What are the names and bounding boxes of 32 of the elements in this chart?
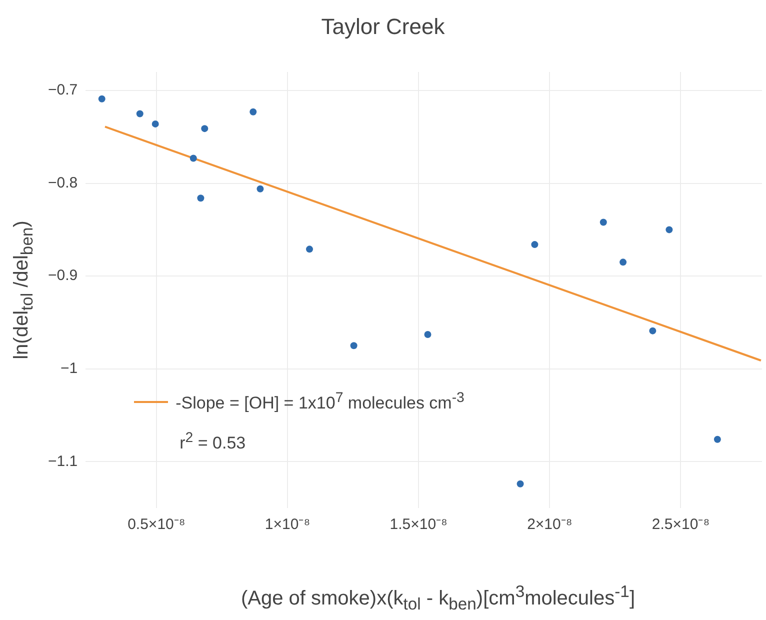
point bbox=[190, 154, 197, 162]
chart-title: Taylor Creek bbox=[320, 14, 446, 40]
point bbox=[649, 327, 656, 334]
point bbox=[98, 95, 106, 102]
point bbox=[152, 120, 159, 128]
point bbox=[350, 342, 358, 350]
point bbox=[424, 331, 432, 338]
point bbox=[666, 226, 673, 234]
point bbox=[531, 241, 538, 248]
text: (Age of smoke)x(k$_{tol}$ - k$_{ben}$)[cm$^{3}$molecules$^{-1}$] bbox=[240, 582, 635, 614]
legend-label: -Slope = [OH] = 1x10$^{7}$ molecules cm$^{-3}$ bbox=[176, 390, 464, 414]
point bbox=[250, 108, 257, 116]
point bbox=[201, 125, 208, 132]
point bbox=[136, 110, 144, 118]
point bbox=[714, 436, 721, 443]
point bbox=[516, 480, 524, 488]
x-tick-label: 0.5×10⁻⁸ bbox=[128, 516, 186, 534]
point bbox=[306, 246, 313, 253]
y-tick-label: −0.8 bbox=[48, 174, 78, 192]
y-tick-label: −0.7 bbox=[48, 82, 78, 99]
annotation: r$^{2}$ = 0.53 bbox=[180, 430, 247, 454]
x-tick-label: 2×10⁻⁸ bbox=[527, 516, 572, 534]
x-tick-label: 2.5×10⁻⁸ bbox=[652, 516, 710, 534]
point bbox=[620, 258, 627, 266]
y-tick-label: −1.1 bbox=[48, 452, 78, 470]
point bbox=[600, 218, 607, 226]
x-tick-label: 1×10⁻⁸ bbox=[264, 516, 310, 534]
point bbox=[256, 185, 264, 192]
point bbox=[197, 194, 204, 202]
y-tick-label: −0.9 bbox=[48, 267, 78, 284]
x-tick-label: 1.5×10⁻⁸ bbox=[390, 516, 448, 534]
y-tick-label: −1 bbox=[60, 360, 78, 377]
